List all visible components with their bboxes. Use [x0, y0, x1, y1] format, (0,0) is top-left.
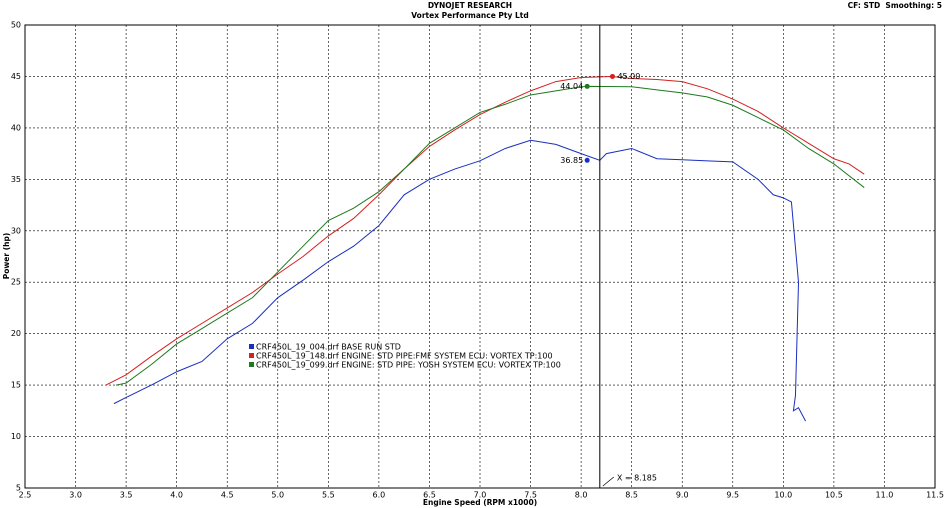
- legend-label: CRF450L_19_004.drf BASE RUN STD: [256, 343, 401, 352]
- x-tick-label: 6.0: [373, 491, 386, 500]
- marker-dot: [609, 73, 615, 79]
- x-tick-label: 10.5: [825, 491, 843, 500]
- x-tick-label: 9.0: [676, 491, 689, 500]
- y-tick-label: 15: [11, 381, 21, 390]
- y-axis-label: Power (hp): [2, 233, 11, 280]
- x-tick-label: 4.0: [170, 491, 183, 500]
- x-tick-label: 5.0: [271, 491, 284, 500]
- legend-label: CRF450L_19_099.drf ENGINE: STD PIPE: YOS…: [256, 361, 561, 370]
- chart-title: DYNOJET RESEARCH: [428, 1, 512, 10]
- legend-swatch: [249, 362, 254, 367]
- x-tick-label: 7.0: [474, 491, 487, 500]
- y-tick-label: 5: [16, 484, 21, 493]
- legend-swatch: [249, 344, 254, 349]
- x-tick-label: 8.0: [575, 491, 588, 500]
- y-tick-label: 45: [11, 72, 21, 81]
- marker-label: 44.04: [560, 82, 583, 91]
- series-line: [113, 139, 807, 422]
- marker-dot: [584, 83, 590, 89]
- x-tick-label: 3.0: [69, 491, 82, 500]
- x-tick-label: 9.5: [726, 491, 739, 500]
- cursor-label: X = 8.185: [617, 474, 657, 483]
- x-tick-label: 10.0: [774, 491, 792, 500]
- y-tick-label: 25: [11, 278, 21, 287]
- marker-dot: [584, 157, 590, 163]
- x-tick-label: 2.5: [19, 491, 32, 500]
- y-tick-label: 30: [11, 226, 21, 235]
- series-line: [115, 85, 865, 386]
- y-tick-label: 20: [11, 329, 21, 338]
- x-tick-label: 11.5: [926, 491, 944, 500]
- x-tick-label: 8.5: [625, 491, 638, 500]
- legend-label: CRF450L_19_148.drf ENGINE: STD PIPE:FMF …: [256, 352, 553, 361]
- marker-label: 45.00: [617, 72, 640, 81]
- y-tick-label: 35: [11, 175, 21, 184]
- marker-label: 36.85: [560, 156, 583, 165]
- x-tick-label: 11.0: [876, 491, 894, 500]
- y-tick-label: 40: [11, 123, 21, 132]
- corner-note: CF: STD Smoothing: 5: [848, 1, 942, 10]
- chart-subtitle: Vortex Performance Pty Ltd: [411, 11, 528, 20]
- x-tick-label: 7.5: [524, 491, 537, 500]
- y-tick-label: 50: [11, 21, 21, 30]
- x-tick-label: 6.5: [423, 491, 436, 500]
- x-axis-label: Engine Speed (RPM x1000): [423, 498, 537, 507]
- y-tick-label: 10: [11, 432, 21, 441]
- x-tick-label: 4.5: [221, 491, 234, 500]
- x-tick-label: 5.5: [322, 491, 335, 500]
- cursor-pointer: [602, 476, 615, 487]
- legend-swatch: [249, 353, 254, 358]
- x-tick-label: 3.5: [120, 491, 133, 500]
